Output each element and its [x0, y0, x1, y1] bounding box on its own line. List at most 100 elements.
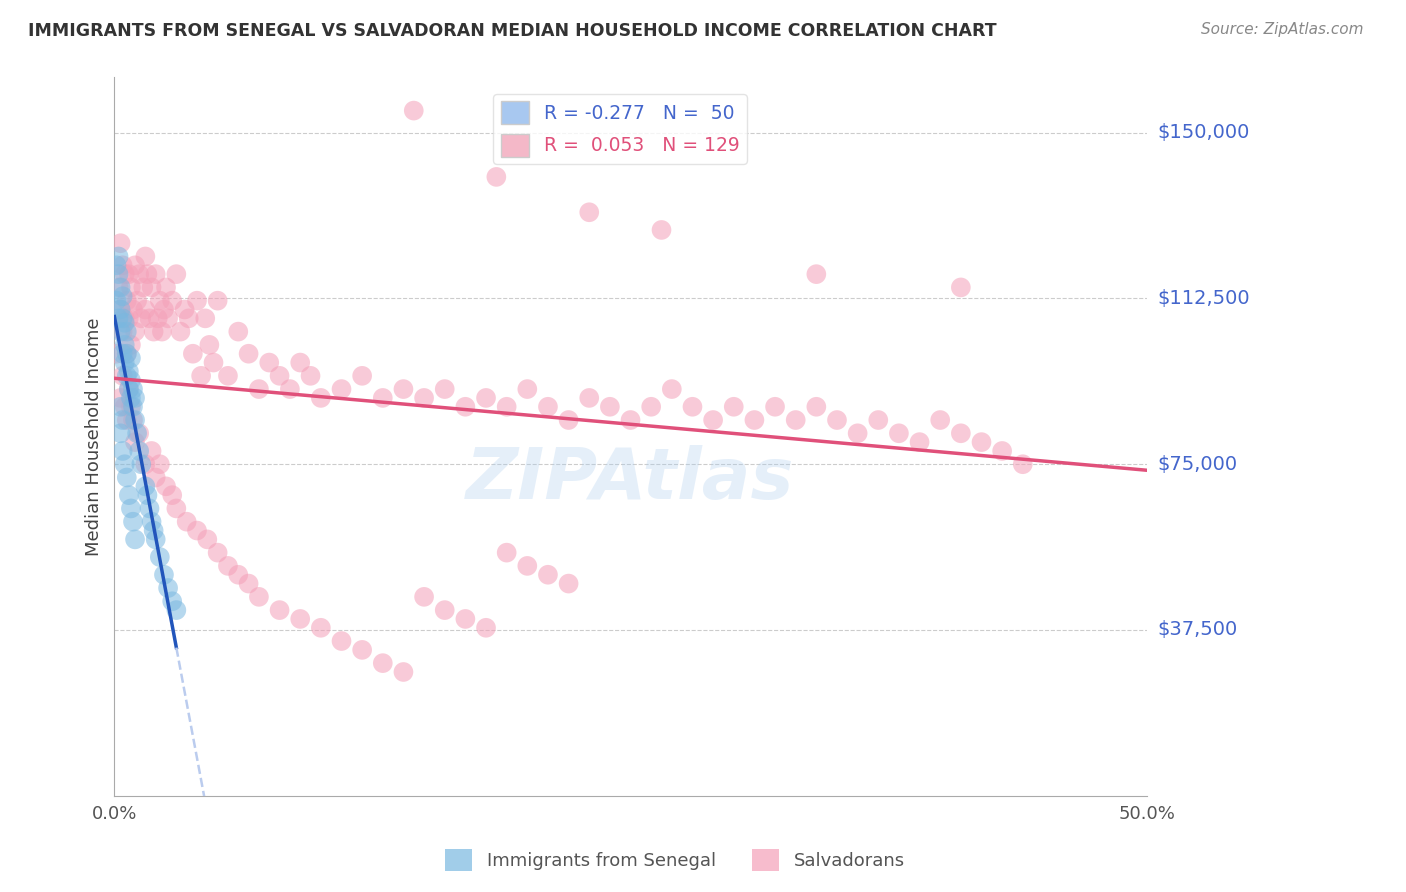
- Point: [110, 325, 132, 339]
- Point: [537, 567, 560, 582]
- Point: [128, 444, 150, 458]
- Point: [122, 302, 145, 317]
- Point: [105, 258, 128, 272]
- Point: [454, 612, 477, 626]
- Point: [413, 391, 436, 405]
- Point: [177, 311, 200, 326]
- Point: [145, 470, 167, 484]
- Point: [186, 524, 208, 538]
- Point: [169, 325, 191, 339]
- Point: [454, 400, 477, 414]
- Point: [118, 267, 141, 281]
- Point: [309, 621, 332, 635]
- Legend: R = -0.277   N =  50, R =  0.053   N = 129: R = -0.277 N = 50, R = 0.053 N = 129: [494, 94, 747, 164]
- Point: [111, 325, 134, 339]
- Point: [330, 382, 353, 396]
- Point: [141, 444, 163, 458]
- Point: [149, 550, 172, 565]
- Point: [485, 169, 508, 184]
- Point: [115, 293, 138, 308]
- Point: [155, 479, 177, 493]
- Point: [134, 479, 156, 493]
- Point: [516, 382, 538, 396]
- Point: [124, 413, 146, 427]
- Point: [207, 293, 229, 308]
- Point: [110, 391, 132, 405]
- Point: [134, 457, 156, 471]
- Point: [1011, 457, 1033, 471]
- Point: [475, 391, 498, 405]
- Point: [124, 533, 146, 547]
- Point: [115, 325, 138, 339]
- Point: [970, 435, 993, 450]
- Point: [226, 325, 249, 339]
- Point: [661, 382, 683, 396]
- Point: [110, 302, 132, 317]
- Point: [118, 382, 141, 396]
- Point: [160, 488, 183, 502]
- Point: [153, 302, 176, 317]
- Point: [115, 368, 138, 383]
- Point: [217, 558, 239, 573]
- Point: [141, 280, 163, 294]
- Text: $75,000: $75,000: [1157, 455, 1237, 474]
- Point: [599, 400, 621, 414]
- Point: [173, 302, 195, 317]
- Point: [114, 400, 136, 414]
- Point: [110, 280, 132, 294]
- Point: [122, 515, 145, 529]
- Point: [868, 413, 890, 427]
- Point: [145, 533, 167, 547]
- Point: [105, 347, 128, 361]
- Point: [124, 258, 146, 272]
- Point: [118, 488, 141, 502]
- Point: [107, 280, 129, 294]
- Point: [111, 347, 134, 361]
- Point: [238, 576, 260, 591]
- Point: [110, 426, 132, 441]
- Point: [949, 280, 972, 294]
- Point: [475, 621, 498, 635]
- Point: [202, 355, 225, 369]
- Point: [413, 590, 436, 604]
- Point: [352, 643, 374, 657]
- Point: [433, 603, 456, 617]
- Point: [702, 413, 724, 427]
- Point: [122, 382, 145, 396]
- Point: [991, 444, 1014, 458]
- Point: [150, 325, 173, 339]
- Point: [129, 311, 152, 326]
- Point: [619, 413, 641, 427]
- Point: [259, 355, 281, 369]
- Point: [136, 267, 159, 281]
- Point: [142, 524, 165, 538]
- Y-axis label: Median Household Income: Median Household Income: [86, 318, 103, 556]
- Point: [157, 581, 180, 595]
- Point: [115, 347, 138, 361]
- Point: [134, 302, 156, 317]
- Point: [578, 205, 600, 219]
- Point: [806, 267, 828, 281]
- Point: [145, 267, 167, 281]
- Point: [129, 457, 152, 471]
- Text: Source: ZipAtlas.com: Source: ZipAtlas.com: [1201, 22, 1364, 37]
- Point: [107, 267, 129, 281]
- Point: [557, 413, 579, 427]
- Point: [682, 400, 704, 414]
- Point: [120, 373, 142, 387]
- Point: [537, 400, 560, 414]
- Point: [160, 594, 183, 608]
- Point: [785, 413, 807, 427]
- Point: [330, 634, 353, 648]
- Point: [290, 612, 312, 626]
- Point: [217, 368, 239, 383]
- Point: [495, 546, 517, 560]
- Point: [929, 413, 952, 427]
- Text: $150,000: $150,000: [1157, 123, 1250, 142]
- Point: [299, 368, 322, 383]
- Point: [120, 338, 142, 352]
- Point: [149, 457, 172, 471]
- Point: [176, 515, 198, 529]
- Point: [114, 267, 136, 281]
- Point: [190, 368, 212, 383]
